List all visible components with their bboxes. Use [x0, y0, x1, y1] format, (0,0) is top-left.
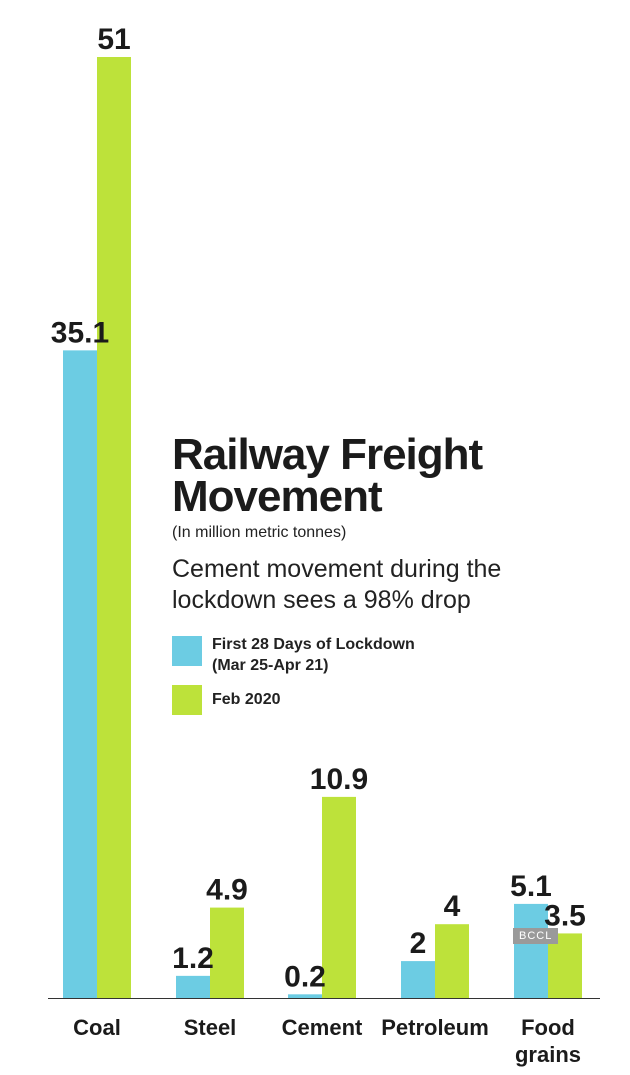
bar-lockdown-steel: [176, 975, 210, 998]
legend-item-feb2020: Feb 2020: [172, 684, 612, 715]
category-label-cement: Cement: [282, 1015, 363, 1040]
legend-label-feb2020: Feb 2020: [212, 691, 281, 708]
bar-lockdown-cement: [288, 994, 322, 998]
bar-feb2020-cement: [322, 796, 356, 998]
bar-lockdown-coal: [63, 350, 97, 998]
category-label-steel: Steel: [184, 1015, 237, 1040]
legend-item-lockdown: First 28 Days of Lockdown (Mar 25-Apr 21…: [172, 634, 612, 676]
legend-swatch-lockdown: [172, 636, 202, 666]
value-label-lockdown-food-grains: 5.1: [510, 870, 552, 903]
bar-feb2020-food-grains: [548, 933, 582, 998]
category-label-coal: Coal: [73, 1015, 121, 1040]
value-label-feb2020-food-grains: 3.5: [544, 899, 586, 932]
value-label-feb2020-steel: 4.9: [206, 874, 248, 907]
chart-title: Railway Freight Movement: [172, 430, 483, 521]
legend-swatch-feb2020: [172, 685, 202, 715]
value-label-lockdown-petroleum: 2: [410, 927, 427, 960]
bar-feb2020-petroleum: [435, 924, 469, 998]
value-label-lockdown-cement: 0.2: [284, 960, 326, 993]
value-label-lockdown-steel: 1.2: [172, 942, 214, 975]
value-label-feb2020-cement: 10.9: [310, 763, 368, 796]
bar-lockdown-petroleum: [401, 961, 435, 998]
bar-lockdown-food-grains: [514, 903, 548, 998]
bar-feb2020-steel: [210, 907, 244, 998]
bar-feb2020-coal: [97, 57, 131, 998]
legend: First 28 Days of Lockdown (Mar 25-Apr 21…: [172, 634, 612, 715]
chart-subtitle: Cement movement during the lockdown sees…: [172, 555, 502, 614]
category-label-petroleum: Petroleum: [381, 1015, 489, 1040]
legend-label-lockdown: First 28 Days of Lockdown: [212, 636, 415, 653]
value-label-lockdown-coal: 35.1: [51, 316, 109, 349]
watermark-bccl: BCCL: [513, 928, 559, 944]
title-block: Railway Freight Movement (In million met…: [172, 430, 612, 723]
legend-label-lockdown-dates: (Mar 25-Apr 21): [212, 657, 329, 674]
value-label-feb2020-petroleum: 4: [444, 890, 461, 923]
category-label-food-grains: Food grains: [515, 1015, 581, 1067]
value-label-feb2020-coal: 51: [97, 23, 130, 56]
unit-note: (In million metric tonnes): [172, 524, 347, 541]
